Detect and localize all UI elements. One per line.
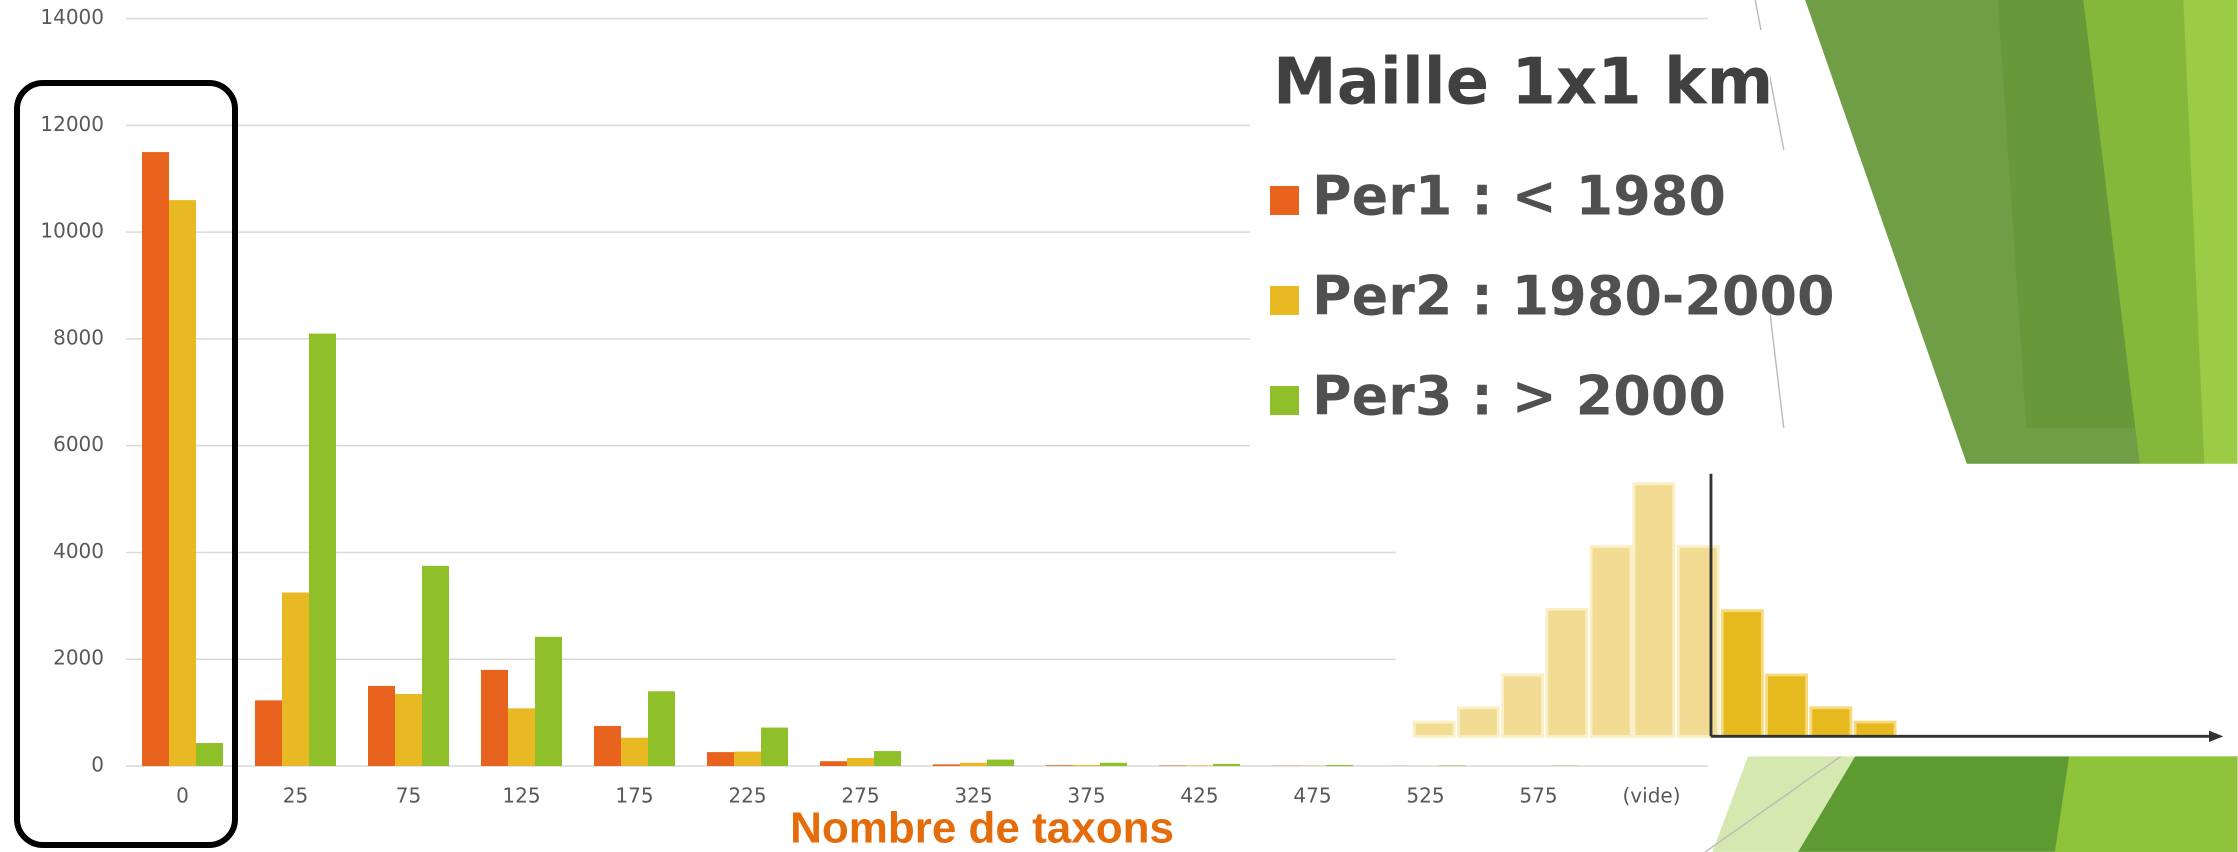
bar [960,762,987,766]
bar [1046,765,1073,766]
y-tick-label: 4000 [53,539,104,563]
y-tick-label: 2000 [53,646,104,670]
bar [648,691,675,766]
legend-swatch [1270,186,1299,215]
bar [422,565,449,766]
bar [368,685,395,766]
y-tick-label: 6000 [53,432,104,456]
x-tick-label: 0 [176,784,189,808]
y-tick-label: 8000 [53,325,104,349]
highlight-frame [14,80,238,848]
y-tick-label: 14000 [40,5,104,29]
grid [126,17,1708,767]
bar [1100,762,1127,766]
legend-background [1250,30,1770,450]
bar [481,669,508,766]
bar [508,708,535,766]
legend-label: Per3 : > 2000 [1312,365,1726,428]
y-tick-label: 0 [91,753,104,777]
bar [142,152,169,767]
bar [1326,764,1353,766]
bar [1073,764,1100,766]
x-tick-label: 475 [1293,784,1331,808]
x-tick-label: 225 [728,784,766,808]
bar [761,727,788,766]
x-tick-label: 125 [502,784,540,808]
bar [820,761,847,766]
y-tick-label: 10000 [40,219,104,243]
legend-swatch [1270,286,1299,315]
legend-label: Per1 : < 1980 [1312,165,1726,228]
bar [196,743,223,766]
bar [1439,765,1466,766]
legend-swatch [1270,386,1299,415]
x-tick-label: 575 [1519,784,1557,808]
inset-histogram [1395,463,2238,757]
bar [1213,763,1240,766]
bar [255,700,282,766]
x-tick-label: 425 [1180,784,1218,808]
bar [535,636,562,766]
bar [987,759,1014,766]
bar [707,752,734,766]
bar [594,725,621,766]
bar [734,751,761,766]
x-tick-label: 25 [283,784,308,808]
y-tick-label: 12000 [40,112,104,136]
x-tick-label: 75 [396,784,421,808]
bar [1159,765,1186,766]
bar [169,200,196,766]
bar [395,693,422,766]
x-tick-label: 325 [954,784,992,808]
x-axis-label: Nombre de taxons [790,804,1174,852]
legend-title: Maille 1x1 km [1273,46,1773,120]
bar [933,764,960,766]
bar [309,333,336,766]
legend-label: Per2 : 1980-2000 [1312,265,1835,328]
x-tick-label: 375 [1067,784,1105,808]
background-decoration [1704,0,2238,852]
bar [1186,765,1213,766]
bar [847,757,874,766]
bar [621,737,648,766]
x-tick-label: (vide) [1623,784,1681,808]
x-tick-label: 525 [1406,784,1444,808]
bar [282,592,309,766]
x-tick-label: 275 [841,784,879,808]
bar [874,751,901,766]
x-tick-label: 175 [615,784,653,808]
